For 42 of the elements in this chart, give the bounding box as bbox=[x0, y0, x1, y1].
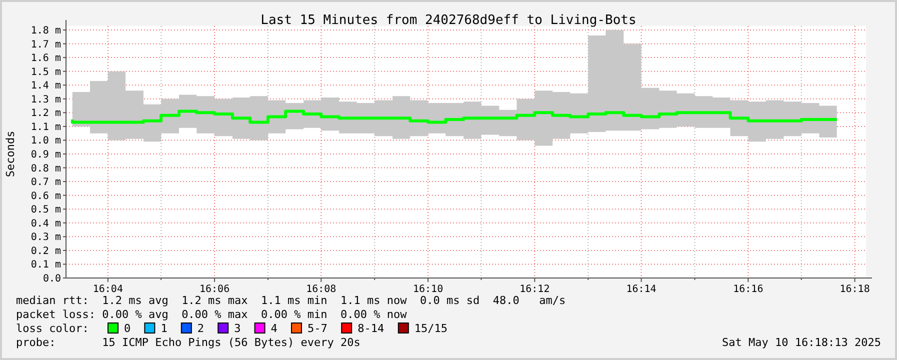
text: probe: 15 ICMP Echo Pings (56 Bytes) every 20s bbox=[16, 336, 360, 349]
x-tick-label: 16:14 bbox=[626, 284, 656, 295]
y-tick-label: 0.0 bbox=[42, 274, 61, 284]
legend-label: 3 bbox=[234, 322, 241, 335]
y-tick-label: 1.4 m bbox=[30, 80, 61, 92]
y-tick-label: 1.5 m bbox=[30, 66, 61, 78]
y-tick-label: 1.1 m bbox=[30, 122, 61, 133]
y-tick-label: 0.1 m bbox=[30, 260, 61, 271]
legend-label: 1 bbox=[160, 322, 168, 335]
y-tick-label: 0.8 m bbox=[30, 163, 61, 174]
y-tick-label: 1.6 m bbox=[30, 53, 61, 64]
y-tick-label: 1.7 m bbox=[30, 39, 61, 50]
y-tick-label: 1.8 m bbox=[30, 26, 61, 36]
y-tick-label: 0.5 m bbox=[30, 204, 61, 216]
legend-label: 0 bbox=[124, 322, 131, 335]
y-tick-label: 0.2 m bbox=[30, 246, 61, 257]
text: Sat May 10 16:18:13 2025 bbox=[722, 336, 881, 349]
y-axis-title: Seconds bbox=[4, 130, 17, 178]
y-tick-label: 0.4 m bbox=[30, 218, 61, 230]
legend-label: 5-7 bbox=[308, 322, 328, 335]
x-tick-label: 16:18 bbox=[840, 284, 870, 295]
text: median rtt: 1.2 ms avg 1.2 ms max 1.1 ms min 1.1 ms now 0.0 ms sd 48.0 am/s bbox=[16, 294, 566, 307]
y-tick-label: 1.0 m bbox=[30, 136, 61, 147]
legend-title: loss color: bbox=[16, 322, 89, 335]
y-tick-label: 0.6 m bbox=[30, 190, 61, 202]
y-tick-label: 0.3 m bbox=[30, 232, 61, 244]
legend-label: 4 bbox=[270, 322, 278, 335]
y-tick-label: 0.9 m bbox=[30, 150, 61, 160]
text: packet loss: 0.00 % avg 0.00 % max 0.00 % min 0.00 % now bbox=[16, 308, 408, 321]
x-tick-label: 16:04 bbox=[92, 284, 123, 295]
x-tick-label: 16:12 bbox=[520, 284, 550, 295]
legend-label: 8-14 bbox=[358, 322, 384, 335]
x-tick-label: 16:06 bbox=[199, 284, 230, 295]
x-tick-label: 16:08 bbox=[306, 284, 336, 295]
y-tick-label: 1.2 m bbox=[30, 108, 61, 120]
chart-title: Last 15 Minutes from 2402768d9eff to Living-Bots bbox=[260, 13, 636, 28]
y-tick-label: 0.7 m bbox=[30, 177, 61, 188]
x-tick-label: 16:16 bbox=[733, 284, 764, 295]
legend-label: 2 bbox=[197, 322, 204, 335]
x-tick-label: 16:10 bbox=[413, 284, 444, 295]
legend-label: 15/15 bbox=[414, 322, 448, 335]
y-tick-label: 1.3 m bbox=[30, 94, 61, 106]
